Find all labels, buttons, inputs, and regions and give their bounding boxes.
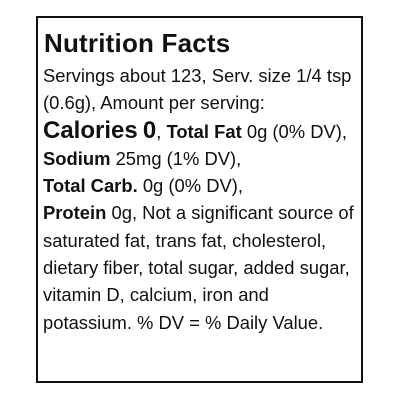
nutrient-name: Total Carb. xyxy=(43,175,138,197)
nutrient-detail: 25mg (1% DV), xyxy=(115,147,242,169)
protein-paragraph: Protein 0g, Not a significant source of … xyxy=(43,199,361,335)
nutrition-label: Nutrition Facts Servings about 123, Serv… xyxy=(36,16,363,383)
nutrient-detail: 0g (0% DV), xyxy=(142,175,243,197)
servings: Servings about 123, Serv. size 1/4 tsp (… xyxy=(43,65,352,114)
nutrient-name: Protein xyxy=(43,202,107,224)
nutrient-name: Sodium xyxy=(43,147,111,169)
label-title: Nutrition Facts xyxy=(44,28,231,58)
label-body: Servings about 123, Serv. size 1/4 tsp (… xyxy=(43,62,361,336)
nutrient-name: Total Fat xyxy=(166,120,242,142)
main-paragraph: Servings about 123, Serv. size 1/4 tsp (… xyxy=(43,62,361,172)
nutrient-detail: 0g (0% DV), xyxy=(246,120,348,142)
separator: , xyxy=(156,120,162,142)
calories-label: Calories xyxy=(43,116,138,144)
calories-value: 0 xyxy=(142,116,157,144)
carb-line: Total Carb. 0g (0% DV), xyxy=(43,172,361,199)
nutrient-detail: 0g, Not a significant source of saturate… xyxy=(43,202,354,333)
